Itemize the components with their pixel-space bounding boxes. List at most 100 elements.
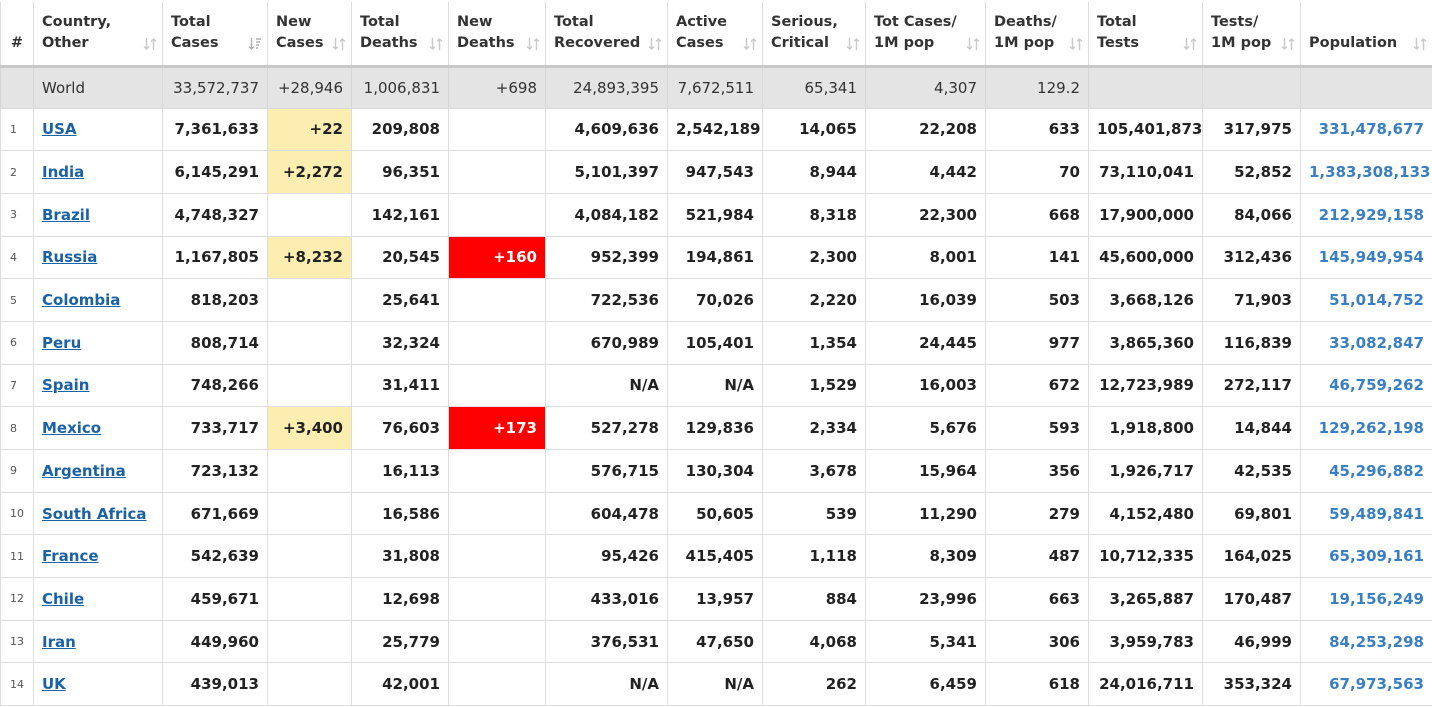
column-header-new-cases[interactable]: New Cases (267, 0, 352, 68)
cell-deaths-per-1m: 487 (985, 534, 1089, 579)
cell-population: 1,383,308,133 (1300, 150, 1432, 194)
table-row: 10 South Africa 671,669 16,586 604,478 50,605… (0, 491, 1432, 536)
country-link[interactable]: Russia (42, 248, 98, 267)
cell-total-cases: 459,671 (162, 577, 268, 621)
cell-total-recovered: 604,478 (545, 491, 668, 536)
column-header-label: Cases (171, 35, 219, 52)
cell-serious-critical: 2,220 (762, 278, 866, 322)
sort-both-icon[interactable] (1281, 37, 1295, 51)
sort-both-icon[interactable] (1183, 37, 1197, 51)
cell-num: 2 (0, 150, 34, 194)
cell-tot-cases-per-1m: 6,459 (865, 662, 986, 707)
column-header-label: Active (676, 14, 728, 31)
cell-total-deaths: 25,779 (351, 619, 449, 664)
column-header-label: Country, (42, 14, 112, 31)
country-link[interactable]: Brazil (42, 205, 90, 224)
country-link[interactable]: Mexico (42, 419, 102, 438)
column-header-label: Total (554, 14, 594, 31)
sort-both-icon[interactable] (526, 37, 540, 51)
country-link[interactable]: South Africa (42, 504, 147, 523)
sort-both-icon[interactable] (143, 37, 157, 51)
cell-deaths-per-1m: 141 (985, 235, 1089, 280)
cell-country: Iran (33, 619, 163, 664)
sort-both-icon[interactable] (966, 37, 980, 51)
cell-new-deaths (448, 619, 546, 664)
cell-population: 46,759,262 (1300, 363, 1432, 408)
cell-active-cases: N/A (667, 662, 763, 707)
cell-population: 45,296,882 (1300, 449, 1432, 493)
cell-deaths-per-1m: 279 (985, 491, 1089, 536)
sort-both-icon[interactable] (846, 37, 860, 51)
column-header-num[interactable]: # (0, 0, 34, 68)
column-header-tot-cases-per-1m[interactable]: Tot Cases/1M pop (865, 0, 986, 68)
country-link[interactable]: Spain (42, 376, 90, 395)
column-header-total-recovered[interactable]: Total Recovered (545, 0, 668, 68)
country-link[interactable]: USA (42, 120, 77, 139)
cell-deaths-per-1m: 129.2 (985, 65, 1089, 109)
cell-total-cases: 808,714 (162, 320, 268, 365)
table-row: 13 Iran 449,960 25,779 376,531 47,650 4,068 5,3… (0, 619, 1432, 664)
cell-new-deaths (448, 363, 546, 408)
column-header-label: Tot Cases/ (874, 14, 957, 31)
column-header-label (1309, 12, 1426, 33)
country-link[interactable]: India (42, 163, 85, 182)
country-link[interactable]: Argentina (42, 461, 126, 480)
cell-total-deaths: 76,603 (351, 406, 449, 450)
cell-tests-per-1m: 312,436 (1202, 235, 1301, 280)
country-link[interactable]: UK (42, 675, 66, 694)
country-link[interactable]: Chile (42, 589, 85, 608)
cell-population: 59,489,841 (1300, 491, 1432, 536)
cell-total-recovered: 670,989 (545, 320, 668, 365)
cell-new-deaths: +173 (448, 406, 546, 450)
column-header-population[interactable]: Population (1300, 0, 1432, 68)
cell-tests-per-1m: 71,903 (1202, 278, 1301, 322)
column-header-total-cases[interactable]: Total Cases (162, 0, 268, 68)
country-link[interactable]: Colombia (42, 291, 121, 310)
cell-new-deaths (448, 278, 546, 322)
column-header-total-tests[interactable]: Total Tests (1088, 0, 1203, 68)
cell-total-recovered: N/A (545, 363, 668, 408)
cell-serious-critical: 262 (762, 662, 866, 707)
cell-population: 331,478,677 (1300, 107, 1432, 152)
country-link[interactable]: Iran (42, 632, 76, 651)
column-header-country[interactable]: Country, Other (33, 0, 163, 68)
cell-new-deaths: +160 (448, 235, 546, 280)
column-header-deaths-per-1m[interactable]: Deaths/1M pop (985, 0, 1089, 68)
cell-tot-cases-per-1m: 5,341 (865, 619, 986, 664)
cell-new-deaths (448, 491, 546, 536)
sort-desc-icon[interactable] (248, 37, 262, 51)
country-link[interactable]: France (42, 547, 99, 566)
column-header-active-cases[interactable]: Active Cases (667, 0, 763, 68)
cell-total-recovered: 433,016 (545, 577, 668, 621)
cell-total-tests: 24,016,711 (1088, 662, 1203, 707)
cell-num: 5 (0, 278, 34, 322)
table-row: 7 Spain 748,266 31,411 N/A N/A 1,529 16,003 672 1… (0, 363, 1432, 408)
cell-country: Argentina (33, 449, 163, 493)
cell-country: Chile (33, 577, 163, 621)
cell-total-deaths: 32,324 (351, 320, 449, 365)
cell-deaths-per-1m: 633 (985, 107, 1089, 152)
column-header-label: New (276, 14, 312, 31)
country-link[interactable]: Peru (42, 333, 82, 352)
sort-both-icon[interactable] (429, 37, 443, 51)
cell-active-cases: 7,672,511 (667, 65, 763, 109)
cell-deaths-per-1m: 977 (985, 320, 1089, 365)
sort-both-icon[interactable] (1069, 37, 1083, 51)
column-header-serious-critical[interactable]: Serious, Critical (762, 0, 866, 68)
column-header-total-deaths[interactable]: Total Deaths (351, 0, 449, 68)
sort-both-icon[interactable] (648, 37, 662, 51)
cell-active-cases: 50,605 (667, 491, 763, 536)
column-header-tests-per-1m[interactable]: Tests/1M pop (1202, 0, 1301, 68)
cell-tests-per-1m: 14,844 (1202, 406, 1301, 450)
sort-both-icon[interactable] (743, 37, 757, 51)
cell-total-recovered: 24,893,395 (545, 65, 668, 109)
cell-active-cases: 13,957 (667, 577, 763, 621)
column-header-new-deaths[interactable]: New Deaths (448, 0, 546, 68)
sort-both-icon[interactable] (332, 37, 346, 51)
table-row: 8 Mexico 733,717 +3,400 76,603 +173 527,278 129… (0, 406, 1432, 450)
cell-total-recovered: 4,609,636 (545, 107, 668, 152)
table-row: 4 Russia 1,167,805 +8,232 20,545 +160 952,399 1… (0, 235, 1432, 280)
sort-both-icon[interactable] (1413, 37, 1427, 51)
cell-total-cases: 7,361,633 (162, 107, 268, 152)
cell-active-cases: 194,861 (667, 235, 763, 280)
